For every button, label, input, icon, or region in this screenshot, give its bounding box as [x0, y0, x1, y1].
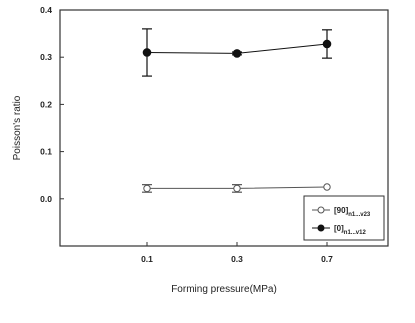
- data-point-s1: [322, 39, 332, 49]
- y-axis-label: Poisson's ratio: [12, 95, 23, 160]
- y-tick-label: 0.0: [40, 194, 52, 204]
- y-tick-label: 0.1: [40, 147, 52, 157]
- x-tick-label: 0.7: [321, 254, 333, 264]
- y-tick-label: 0.2: [40, 99, 52, 109]
- x-axis-ticks: 0.1 0.3 0.7: [141, 242, 333, 264]
- legend-marker-s1: [317, 224, 325, 232]
- data-point-s0: [323, 183, 331, 191]
- y-tick-label: 0.4: [40, 5, 52, 15]
- legend-label-s0: [90]n1...v23: [334, 206, 371, 218]
- y-axis-ticks: 0.0 0.1 0.2 0.3 0.4: [40, 5, 64, 204]
- data-point-s0: [143, 184, 151, 193]
- legend-box: [303, 195, 385, 241]
- x-tick-label: 0.3: [231, 254, 243, 264]
- legend-label-s1: [0]n1...v12: [334, 224, 366, 236]
- data-point-s1: [232, 49, 242, 58]
- data-point-s1: [142, 48, 152, 57]
- plot-frame: [59, 9, 389, 247]
- series-layer: [142, 28, 332, 193]
- x-tick-label: 0.1: [141, 254, 153, 264]
- legend: [90]n1...v23 [0]n1...v12: [303, 195, 385, 241]
- data-point-s0: [233, 184, 241, 193]
- legend-marker-s0: [317, 206, 325, 214]
- x-axis-label: Forming pressure(MPa): [171, 284, 277, 295]
- y-tick-label: 0.3: [40, 52, 52, 62]
